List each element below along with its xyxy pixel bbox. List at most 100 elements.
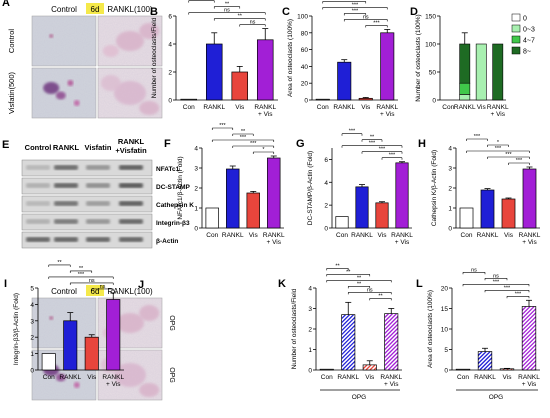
- x-tick-label: RANKL: [102, 374, 124, 381]
- y-tick-label: 3: [194, 166, 198, 173]
- sig-label: ***: [250, 141, 257, 147]
- bar-segment: [492, 43, 504, 101]
- x-tick-label: RANKL: [59, 374, 81, 381]
- y-tick-label: 4: [168, 42, 172, 49]
- bar-segment: [459, 43, 471, 84]
- x-tick-label: Vis: [503, 374, 513, 381]
- blot-band: [119, 183, 143, 188]
- sig-label: **: [335, 263, 340, 269]
- x-tick-label: RANKL: [376, 104, 398, 111]
- sig-label: ns: [367, 287, 373, 293]
- x-tick-label: + Vis: [384, 381, 399, 388]
- bar: [84, 336, 99, 371]
- panel-letter-e: E: [2, 139, 9, 151]
- micrograph: [31, 15, 97, 67]
- y-tick-label: 4: [194, 146, 198, 153]
- y-tick-label: 2: [30, 335, 34, 342]
- y-axis-label: Cathepsin K/β-Actin (Fold): [431, 150, 438, 226]
- x-tick-label: RANKL: [254, 104, 276, 111]
- blot-label: Integrin-β3: [156, 220, 190, 227]
- x-tick-label: Vis: [235, 104, 245, 111]
- sig-label: **: [378, 293, 383, 299]
- bar: [375, 202, 389, 229]
- x-tick-label: RANKL: [263, 232, 285, 239]
- legend-label: 8~: [523, 49, 531, 56]
- x-tick-label: RANKL: [203, 104, 225, 111]
- sig-label: *: [262, 147, 265, 153]
- hatch-lines: [384, 313, 398, 370]
- y-tick-label: 15: [441, 306, 449, 313]
- y-tick-label: 3: [30, 318, 34, 325]
- y-tick-label: 50: [429, 70, 437, 77]
- sig-label: ***: [352, 2, 359, 8]
- x-tick-label: Con: [317, 104, 329, 111]
- y-tick-label: 4: [448, 146, 452, 153]
- sig-label: ***: [515, 291, 522, 297]
- y-tick-label: 2: [308, 327, 312, 334]
- panel-letter-l: L: [416, 278, 423, 290]
- stain-spot: [139, 305, 160, 321]
- sig-label: ns: [363, 14, 369, 20]
- y-tick-label: 0: [448, 226, 452, 233]
- bar: [319, 368, 334, 371]
- bar: [501, 198, 516, 229]
- blot-label: NFATc1: [156, 166, 180, 173]
- panel-letter-j: J: [138, 279, 144, 291]
- y-tick-label: 0: [324, 226, 328, 233]
- x-tick-label: Con: [43, 374, 55, 381]
- blot-band: [119, 201, 143, 206]
- bar: [256, 39, 274, 101]
- y-tick-label: 60: [301, 47, 309, 54]
- bar-segment: [459, 94, 471, 101]
- stain-spot: [100, 75, 121, 91]
- hatch-lines: [341, 314, 355, 370]
- y-tick-label: 2: [324, 203, 328, 210]
- bar: [205, 207, 219, 229]
- micrograph: [97, 67, 163, 119]
- y-tick-label: 0: [30, 368, 34, 375]
- sig-label: ***: [240, 135, 247, 141]
- sig-label: ***: [495, 146, 502, 152]
- y-axis-label: Area of osteoclasts (100%): [287, 19, 294, 97]
- y-axis-label: Area of osteoclasts (100%): [427, 290, 434, 368]
- y-tick-label: 5: [444, 347, 448, 354]
- blot-band: [86, 201, 110, 206]
- stain-spot: [139, 101, 160, 115]
- panel-a: A Control RANKL(100) 6d Control Visfatin(500): [2, 0, 163, 119]
- sig-label: ns: [471, 267, 477, 273]
- bar: [180, 98, 198, 101]
- chart-K: K 0 1 2 3 4 Number of osteoclasts/Field Con RANK…: [278, 263, 402, 401]
- y-axis-label: Number of osteoclasts (100%): [415, 14, 422, 101]
- stain-spot: [55, 373, 66, 382]
- bar: [455, 368, 471, 371]
- sig-label: ***: [341, 0, 348, 2]
- x-tick-label: + Vis: [266, 239, 281, 246]
- blot-band: [54, 219, 78, 224]
- hatch-lines: [522, 306, 536, 371]
- y-tick-label: 2: [194, 186, 198, 193]
- sig-label: **: [346, 269, 351, 275]
- panel-j: JControlRANKL(100)6dControlOPGVisfatin(5…: [31, 279, 175, 401]
- sig-label: **: [199, 0, 204, 2]
- bar: [226, 168, 240, 229]
- bar: [358, 97, 373, 101]
- x-tick-label: Con: [206, 232, 218, 239]
- x-tick-label: Vis: [477, 104, 487, 111]
- bar: [480, 189, 495, 229]
- bar: [267, 157, 281, 229]
- blot-band: [86, 165, 110, 170]
- y-tick-label: 0: [194, 226, 198, 233]
- panel-letter-c: C: [282, 6, 290, 18]
- x-tick-label: RANKL: [391, 232, 413, 239]
- bar-segment: [459, 82, 471, 95]
- legend-label: 4~7: [523, 38, 535, 45]
- blot-band: [86, 183, 110, 188]
- x-tick-label: RANKL: [337, 374, 359, 381]
- x-tick-label: RANKL: [454, 104, 476, 111]
- sig-label: ***: [516, 158, 523, 164]
- blot-band: [119, 165, 143, 170]
- x-tick-label: Con: [461, 232, 473, 239]
- blot-band: [26, 201, 50, 206]
- y-tick-label: 0: [444, 368, 448, 375]
- blot-band: [26, 183, 50, 188]
